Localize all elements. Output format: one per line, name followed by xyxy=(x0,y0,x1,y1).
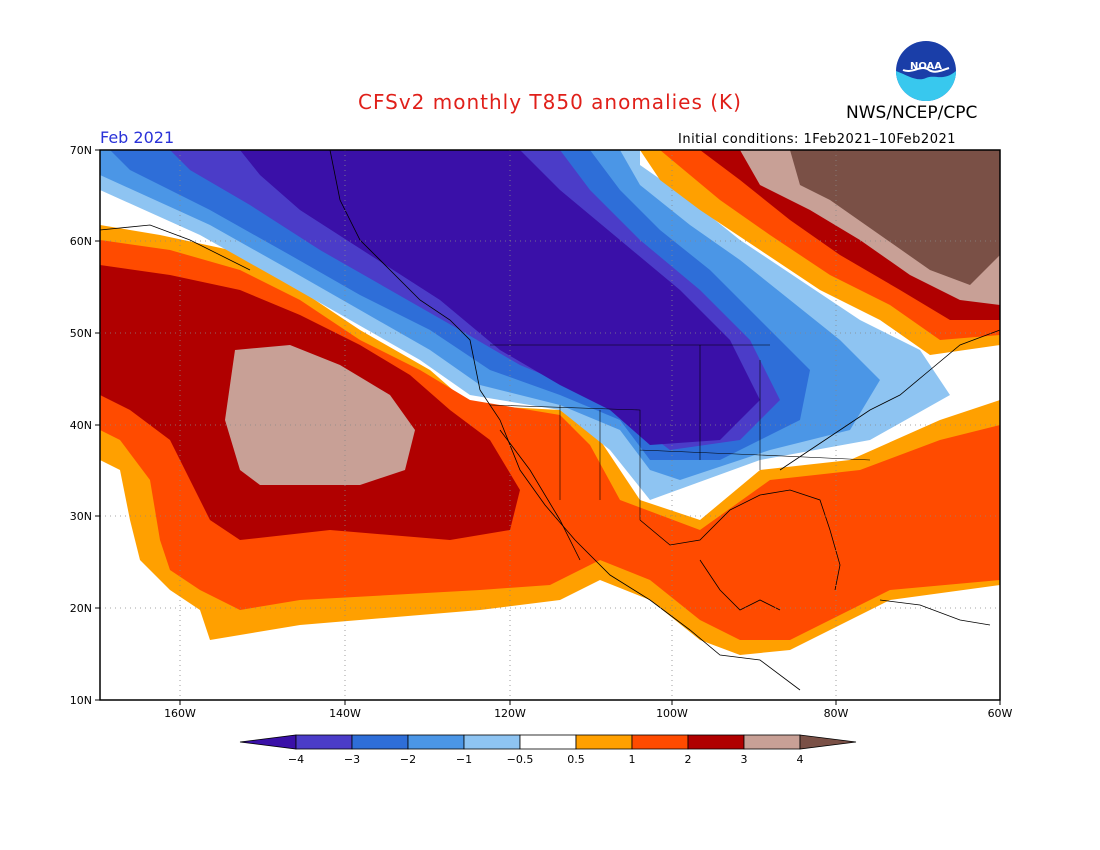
lat-label: 10N xyxy=(70,694,92,707)
anomaly-region-tan xyxy=(225,345,415,485)
colorbar-label: 1 xyxy=(629,753,636,766)
colorbar-label: 4 xyxy=(797,753,804,766)
colorbar-label: −0.5 xyxy=(507,753,534,766)
colorbar-swatch xyxy=(407,734,465,750)
colorbar-swatch xyxy=(463,734,521,750)
lon-label: 80W xyxy=(824,707,849,720)
lon-label: 100W xyxy=(656,707,688,720)
colorbar-label: −3 xyxy=(344,753,360,766)
lon-label: 160W xyxy=(164,707,196,720)
lat-label: 60N xyxy=(70,235,92,248)
colorbar-arrow-left xyxy=(239,734,297,750)
lat-label: 70N xyxy=(70,144,92,157)
lon-label: 60W xyxy=(988,707,1013,720)
colorbar-swatch xyxy=(575,734,633,750)
anomaly-region-ne-brown xyxy=(790,150,1000,285)
colorbar-label: −4 xyxy=(288,753,304,766)
org-label: NWS/NCEP/CPC xyxy=(846,103,978,123)
coastlines xyxy=(99,149,1001,691)
colorbar-label: −2 xyxy=(400,753,416,766)
colorbar-label: 3 xyxy=(741,753,748,766)
logo-text: NOAA xyxy=(910,61,942,72)
colorbar-label: 0.5 xyxy=(567,753,585,766)
anomaly-region-deeppurple xyxy=(240,150,760,445)
colorbar-label: 2 xyxy=(685,753,692,766)
state-borders xyxy=(489,344,871,520)
graticule xyxy=(100,150,1000,700)
colorbar-swatch xyxy=(351,734,409,750)
colorbar-swatch xyxy=(743,734,801,750)
lon-label: 120W xyxy=(494,707,526,720)
axis-ticks xyxy=(95,149,1001,705)
colorbar-swatch xyxy=(687,734,745,750)
lat-label: 50N xyxy=(70,327,92,340)
lat-label: 30N xyxy=(70,510,92,523)
period-label: Feb 2021 xyxy=(100,128,175,147)
colorbar-swatch xyxy=(295,734,353,750)
colorbar: −4 −3 −2 −1 −0.5 0.5 1 2 3 4 xyxy=(239,734,857,766)
lon-label: 140W xyxy=(329,707,361,720)
lat-label: 20N xyxy=(70,602,92,615)
initial-conditions-label: Initial conditions: 1Feb2021–10Feb2021 xyxy=(678,132,957,147)
lat-label: 40N xyxy=(70,419,92,432)
colorbar-swatch xyxy=(631,734,689,750)
colorbar-swatch xyxy=(519,734,577,750)
chart-title: CFSv2 monthly T850 anomalies (K) xyxy=(358,90,742,114)
colorbar-label: −1 xyxy=(456,753,472,766)
noaa-logo-icon: NOAA xyxy=(896,41,956,101)
colorbar-arrow-right xyxy=(799,734,857,750)
